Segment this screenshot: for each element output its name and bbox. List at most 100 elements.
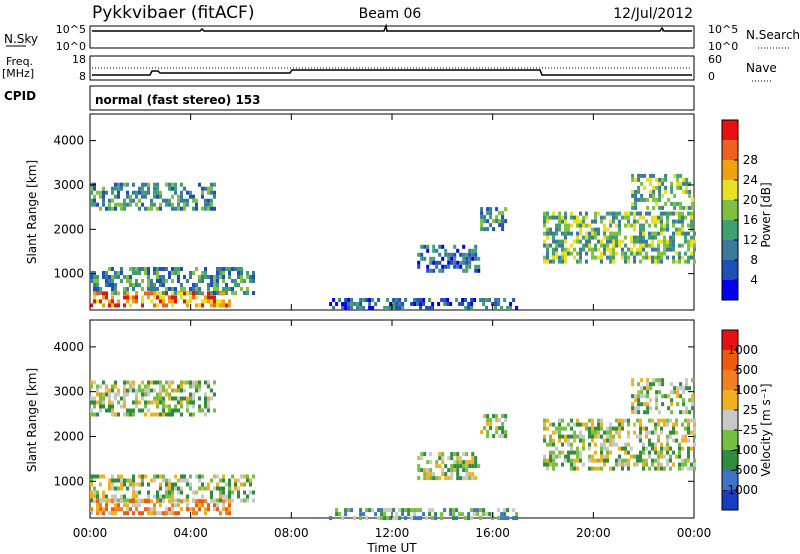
data-cell <box>102 511 105 516</box>
data-cell <box>105 279 108 283</box>
data-cell <box>171 279 174 283</box>
data-cell <box>123 380 126 385</box>
data-cell <box>552 255 555 260</box>
data-cell <box>682 398 686 403</box>
data-cell <box>201 299 204 304</box>
data-cell <box>156 490 159 495</box>
data-cell <box>147 388 150 393</box>
data-cell <box>168 511 171 516</box>
data-cell <box>561 450 564 455</box>
data-cell <box>684 462 687 467</box>
data-cell <box>615 211 618 216</box>
data-cell <box>395 516 399 521</box>
data-cell <box>135 295 138 300</box>
data-cell <box>506 508 510 513</box>
data-cell <box>150 499 153 504</box>
data-cell <box>438 452 442 457</box>
data-cell <box>649 406 653 411</box>
data-cell <box>658 177 662 182</box>
data-cell <box>600 426 603 431</box>
data-cell <box>467 306 471 310</box>
data-cell <box>162 412 165 417</box>
data-cell <box>555 462 558 467</box>
data-cell <box>485 298 489 302</box>
data-cell <box>189 287 192 291</box>
data-cell <box>573 422 576 427</box>
data-cell <box>612 219 615 224</box>
data-cell <box>156 287 159 291</box>
data-cell <box>228 299 231 304</box>
data-cell <box>667 406 671 411</box>
data-cell <box>117 507 120 512</box>
data-cell <box>693 422 696 427</box>
data-cell <box>114 202 117 207</box>
data-cell <box>216 291 219 295</box>
data-cell <box>453 264 457 269</box>
data-cell <box>636 235 639 240</box>
data-cell <box>159 190 162 195</box>
data-cell <box>600 215 603 220</box>
data-cell <box>459 260 463 265</box>
data-cell <box>467 516 471 521</box>
data-cell <box>585 426 588 431</box>
data-cell <box>564 438 567 443</box>
data-cell <box>180 384 183 389</box>
data-cell <box>630 247 633 252</box>
data-cell <box>660 450 663 455</box>
data-cell <box>576 239 579 244</box>
data-cell <box>504 414 508 419</box>
data-cell <box>585 422 588 427</box>
data-cell <box>198 384 201 389</box>
data-cell <box>558 215 561 220</box>
data-cell <box>636 434 639 439</box>
data-cell <box>631 406 635 411</box>
data-cell <box>222 275 225 279</box>
data-cell <box>186 503 189 508</box>
data-cell <box>494 302 498 306</box>
data-cell <box>222 287 225 291</box>
data-cell <box>99 287 102 291</box>
data-cell <box>141 202 144 207</box>
data-cell <box>144 384 147 389</box>
data-cell <box>462 460 466 465</box>
data-cell <box>368 306 372 310</box>
data-cell <box>228 499 231 504</box>
data-cell <box>660 227 663 232</box>
data-cell <box>426 476 430 481</box>
data-cell <box>189 400 192 405</box>
data-cell <box>606 430 609 435</box>
data-cell <box>645 458 648 463</box>
data-cell <box>171 396 174 401</box>
velocity-colorbar-label: Velocity [m s⁻¹] <box>759 383 773 476</box>
data-cell <box>483 215 487 220</box>
data-cell <box>489 422 493 427</box>
data-cell <box>129 279 132 283</box>
data-cell <box>144 474 147 479</box>
data-cell <box>664 177 668 182</box>
data-cell <box>663 446 666 451</box>
data-cell <box>561 219 564 224</box>
data-cell <box>655 398 659 403</box>
data-cell <box>141 380 144 385</box>
data-cell <box>138 267 141 271</box>
data-cell <box>210 499 213 504</box>
data-cell <box>392 516 396 521</box>
data-cell <box>449 508 453 513</box>
data-cell <box>546 426 549 431</box>
data-cell <box>195 490 198 495</box>
data-cell <box>673 205 677 210</box>
data-cell <box>192 490 195 495</box>
data-cell <box>491 516 495 521</box>
data-cell <box>657 462 660 467</box>
data-cell <box>649 386 653 391</box>
data-cell <box>654 430 657 435</box>
power-marks <box>90 173 696 310</box>
data-cell <box>666 442 669 447</box>
data-cell <box>681 231 684 236</box>
data-cell <box>618 426 621 431</box>
data-cell <box>180 507 183 512</box>
data-cell <box>606 426 609 431</box>
data-cell <box>147 507 150 512</box>
data-cell <box>678 219 681 224</box>
